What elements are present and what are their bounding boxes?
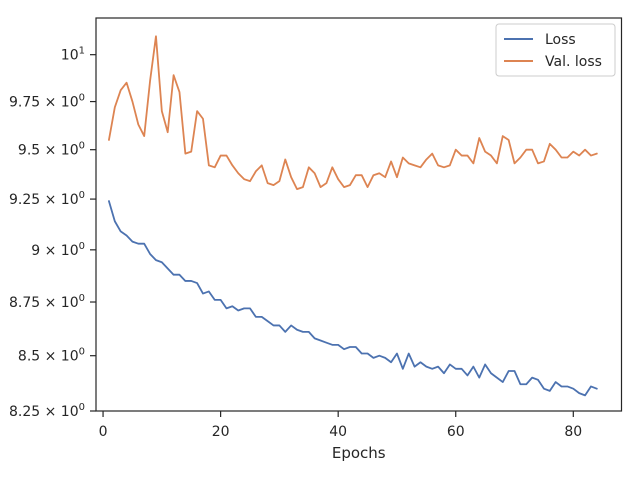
plot-area <box>95 17 623 412</box>
legend-label-loss: Loss <box>545 32 576 48</box>
x-tick-label: 20 <box>212 424 230 440</box>
legend-label-val-loss: Val. loss <box>545 54 602 70</box>
series-line-val-loss <box>108 35 598 191</box>
x-axis-label: Epochs <box>332 444 386 462</box>
x-tick-label: 0 <box>99 424 108 440</box>
x-axis-ticks: 0 20 40 60 80 <box>99 411 582 440</box>
x-tick-label: 80 <box>564 424 582 440</box>
x-tick-label: 60 <box>447 424 465 440</box>
y-tick-label: 9.25 × 100 <box>9 190 85 208</box>
y-tick-label: 9 × 100 <box>31 241 85 259</box>
y-tick-label: 8.5 × 100 <box>18 347 85 365</box>
series-line-loss <box>108 200 598 397</box>
y-tick-label: 8.25 × 100 <box>9 402 85 420</box>
legend: Loss Val. loss <box>495 23 616 77</box>
axes-frame <box>95 17 623 412</box>
series-layer <box>108 35 598 397</box>
y-tick-label: 9.75 × 100 <box>9 93 85 111</box>
legend-box <box>495 23 616 77</box>
y-tick-label: 8.75 × 100 <box>9 293 85 311</box>
y-tick-label: 101 <box>61 46 85 64</box>
y-tick-label: 9.5 × 100 <box>18 141 85 159</box>
y-axis-ticks: 8.25 × 100 8.5 × 100 8.75 × 100 9 × 100 9.25… <box>9 46 96 420</box>
x-tick-label: 40 <box>329 424 347 440</box>
